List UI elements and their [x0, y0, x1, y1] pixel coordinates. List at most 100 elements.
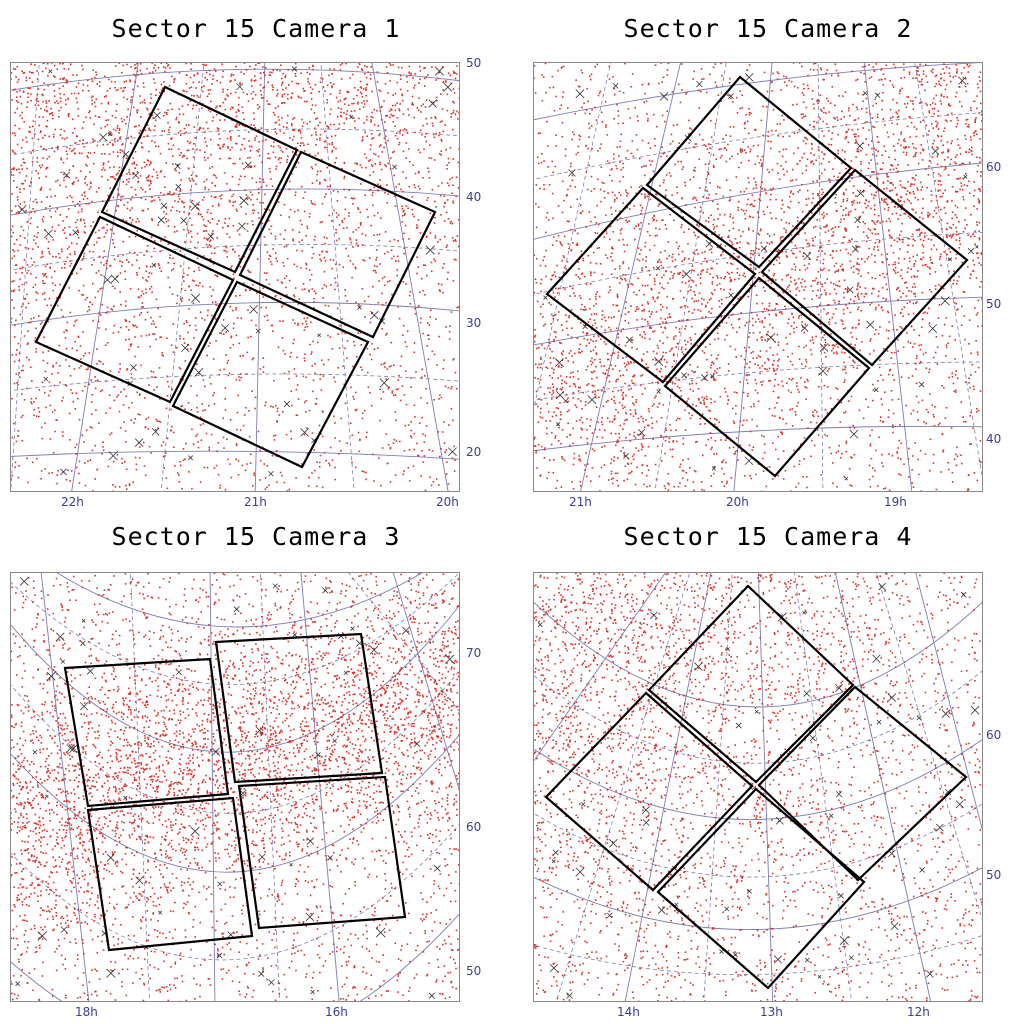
star-point — [313, 449, 315, 451]
star-point — [98, 422, 100, 425]
star-point — [353, 170, 355, 172]
star-point — [87, 366, 90, 368]
star-point — [166, 113, 168, 116]
star-point — [793, 327, 795, 330]
star-point — [855, 79, 857, 82]
star-point — [868, 247, 871, 250]
star-point — [627, 286, 630, 288]
star-point — [418, 82, 420, 84]
star-point — [119, 137, 121, 139]
star-point — [439, 455, 441, 458]
star-point — [310, 98, 313, 100]
star-point — [107, 103, 110, 105]
star-point — [333, 376, 335, 379]
star-point — [378, 457, 380, 459]
star-point — [185, 442, 187, 445]
star-point — [304, 191, 306, 193]
star-point — [12, 174, 15, 176]
star-point — [30, 398, 33, 400]
star-point — [153, 168, 155, 171]
star-point — [270, 405, 272, 408]
star-point — [84, 385, 86, 388]
star-point — [206, 314, 209, 317]
star-point — [832, 231, 835, 233]
star-point — [18, 289, 20, 291]
star-point — [339, 69, 342, 71]
star-point — [145, 292, 147, 294]
star-point — [21, 266, 24, 269]
star-point — [608, 374, 610, 377]
star-point — [61, 63, 64, 65]
star-point — [145, 164, 148, 166]
star-point — [19, 235, 22, 237]
star-point — [218, 144, 220, 147]
star-point — [300, 185, 303, 188]
star-point — [219, 138, 221, 140]
star-point — [430, 261, 433, 264]
star-point — [134, 167, 136, 169]
star-point — [942, 449, 945, 451]
star-point — [120, 391, 122, 393]
star-point — [128, 338, 130, 341]
star-point — [106, 229, 108, 232]
star-point — [104, 344, 107, 346]
star-point — [253, 118, 255, 120]
star-point — [843, 361, 845, 364]
star-point — [170, 75, 173, 77]
star-point — [51, 117, 54, 120]
star-point — [402, 324, 405, 327]
star-point — [230, 79, 232, 82]
star-point — [69, 63, 72, 65]
star-point — [257, 107, 259, 110]
star-point — [399, 399, 402, 402]
star-point — [379, 110, 382, 112]
star-point — [434, 116, 436, 118]
star-point — [13, 243, 16, 245]
star-point — [24, 162, 26, 164]
star-point — [283, 372, 286, 375]
star-point — [913, 146, 915, 149]
star-point — [23, 335, 26, 337]
star-point — [553, 109, 556, 112]
star-point — [109, 433, 111, 436]
star-point — [817, 434, 820, 436]
star-point — [199, 481, 202, 483]
star-point — [79, 139, 81, 142]
star-point — [942, 144, 944, 146]
star-point — [378, 134, 380, 137]
star-point — [302, 142, 304, 144]
star-point — [448, 330, 451, 333]
star-point — [407, 424, 410, 426]
star-point — [70, 242, 73, 244]
star-point — [30, 217, 32, 220]
star-point — [142, 188, 144, 191]
star-point — [225, 245, 227, 247]
star-point — [844, 352, 846, 354]
star-point — [211, 232, 213, 235]
star-point — [948, 376, 950, 379]
star-point — [125, 395, 127, 398]
star-point — [86, 141, 88, 144]
star-point — [363, 409, 366, 412]
star-point — [443, 201, 446, 204]
star-point — [27, 247, 30, 250]
star-point — [383, 252, 386, 255]
star-point — [109, 130, 111, 133]
star-point — [716, 225, 718, 228]
star-point — [941, 152, 943, 154]
star-point — [440, 154, 442, 156]
star-point — [59, 283, 61, 286]
star-point — [237, 109, 239, 111]
star-point — [344, 289, 346, 291]
star-point — [184, 458, 186, 460]
star-point — [818, 385, 820, 388]
star-point — [103, 169, 106, 171]
star-point — [302, 121, 305, 124]
star-point — [660, 417, 663, 419]
star-point — [677, 247, 679, 250]
star-point — [232, 309, 234, 312]
star-point — [135, 164, 138, 166]
star-point — [105, 110, 107, 113]
star-point — [335, 147, 337, 150]
star-point — [407, 467, 410, 469]
